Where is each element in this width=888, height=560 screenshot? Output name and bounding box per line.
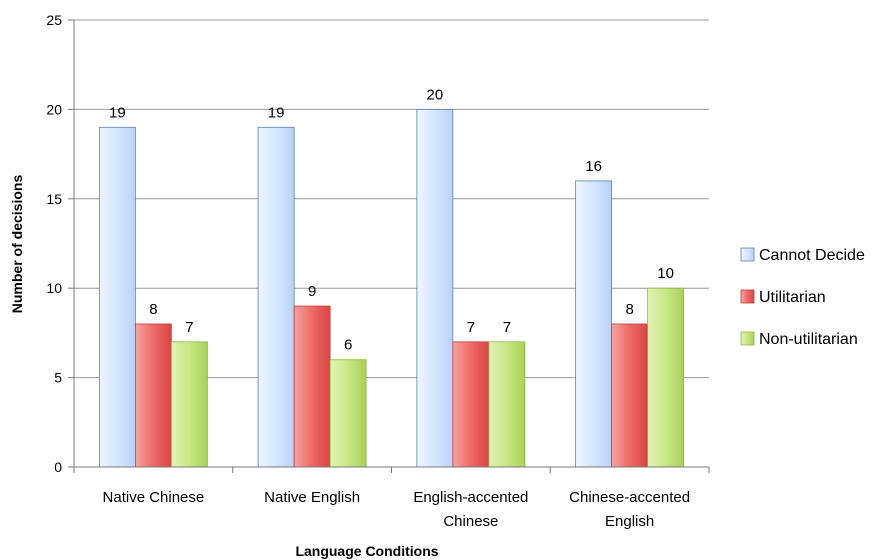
data-label: 9	[308, 283, 316, 300]
bar-cannot-decide	[417, 109, 453, 467]
data-label: 8	[625, 301, 633, 318]
x-category-label: Chinese-accented	[569, 489, 690, 506]
legend-swatch	[741, 332, 754, 345]
data-label: 20	[427, 86, 444, 103]
bar-utilitarian	[612, 324, 648, 467]
data-label: 10	[657, 265, 674, 282]
x-category-label: Native English	[264, 489, 360, 506]
y-tick-labels: 0 5 10 15 20 25	[46, 12, 74, 475]
x-category-label: Native Chinese	[103, 489, 205, 506]
data-label: 7	[467, 319, 475, 336]
x-axis-label: Language Conditions	[295, 543, 438, 559]
x-category-labels: Native Chinese Native English English-acce…	[103, 489, 691, 530]
bar-non-utilitarian	[171, 342, 207, 467]
x-category-label: English-accented	[413, 489, 528, 506]
data-label: 19	[268, 104, 285, 121]
legend-label: Non-utilitarian	[759, 331, 858, 348]
y-tick-label: 15	[46, 191, 62, 207]
bar-non-utilitarian	[648, 288, 684, 467]
bar-cannot-decide	[576, 181, 612, 467]
y-tick-label: 25	[46, 12, 62, 28]
bar-non-utilitarian	[330, 360, 366, 467]
y-tick-label: 10	[46, 280, 62, 296]
legend-swatch	[741, 290, 754, 303]
legend-label: Utilitarian	[759, 289, 826, 306]
y-tick-label: 5	[54, 370, 62, 386]
data-label: 16	[585, 158, 602, 175]
data-label: 8	[149, 301, 157, 318]
bar-cannot-decide	[99, 127, 135, 467]
data-label: 7	[185, 319, 193, 336]
bar-non-utilitarian	[489, 342, 525, 467]
bar-utilitarian	[294, 306, 330, 467]
x-category-label: English	[605, 513, 654, 530]
y-tick-label: 20	[46, 101, 62, 117]
data-label: 7	[503, 319, 511, 336]
bar-utilitarian	[453, 342, 489, 467]
y-tick-label: 0	[54, 459, 62, 475]
bar-utilitarian	[135, 324, 171, 467]
y-axis-label: Number of decisions	[9, 175, 25, 314]
legend-label: Cannot Decide	[759, 247, 865, 264]
bar-cannot-decide	[258, 127, 294, 467]
x-category-label: Chinese	[443, 513, 498, 530]
legend: Cannot Decide Utilitarian Non-utilitarian	[741, 247, 865, 348]
data-label: 19	[109, 104, 126, 121]
data-label: 6	[344, 337, 352, 354]
legend-swatch	[741, 248, 754, 261]
